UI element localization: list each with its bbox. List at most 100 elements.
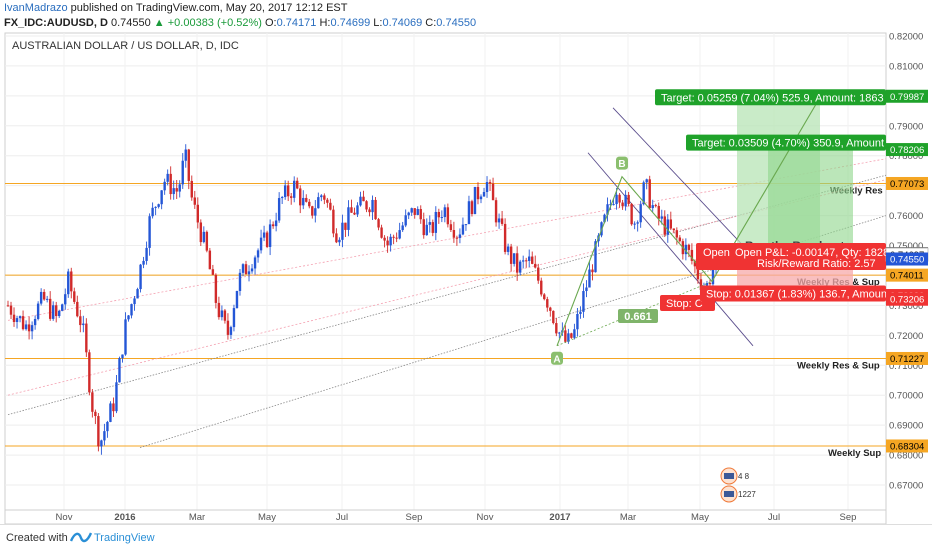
candle-body [64,294,67,305]
candle-body [711,268,715,285]
candle-body [271,224,275,227]
candle-body [91,392,94,412]
candle-body [449,224,453,231]
x-tick-label: 2016 [114,512,135,523]
candle-body [317,197,320,209]
price-badge-bg [886,439,928,453]
candle-body [208,250,212,270]
candle-body [178,184,181,192]
candle-body [118,358,121,383]
candle-body [500,218,504,224]
candle-body [175,188,178,192]
candle-body [45,298,49,300]
x-tick-label: Nov [477,512,494,523]
y-tick-label: 0.70000 [889,391,923,402]
candle-body [582,291,585,312]
candle-body [329,202,332,210]
price-badge-bg [886,252,928,266]
candle-body [455,237,459,239]
candle-body [407,212,410,216]
candle-body [21,316,25,330]
candle-body [678,237,682,242]
point-b-label: B [618,159,625,170]
y-tick-label: 0.69000 [889,421,923,432]
candle-body [672,228,676,231]
price-axis[interactable]: 0.820000.810000.800000.790000.780000.770… [885,32,929,492]
candle-body [211,269,215,275]
published-text: published on TradingView.com, May 20, 20… [70,2,348,14]
candle-body [79,316,82,326]
candle-body [24,324,28,330]
channel-line-2 [612,107,761,264]
candle-body [199,222,203,243]
candle-body [6,305,10,307]
candle-body [555,323,558,334]
time-axis[interactable]: Nov 2016 Mar May Jul Sep Nov 2017 Mar May Jul Sep [5,509,886,523]
position-zones [737,96,853,300]
candle-body [633,223,636,225]
level-label: Weekly Res [830,185,883,196]
candle-body [660,216,663,219]
candle-body [546,299,549,308]
candle-body [112,403,115,412]
last-price: 0.74550 [110,17,151,29]
x-tick-label: Sep [406,512,423,523]
candle-body [308,201,311,207]
candle-body [51,305,55,319]
candle-body [515,253,519,273]
candle-body [15,318,19,322]
calendar-event-1-flag-icon [724,473,734,479]
x-tick-label: 2017 [549,512,570,523]
point-a-label-bg [551,351,563,365]
candle-body [253,257,257,269]
candle-body [473,186,477,215]
candle-body [374,199,377,220]
candle-body [124,319,127,355]
price-badge: 0.74011 [890,271,924,282]
candle-body [693,260,697,267]
y-tick-label: 0.78000 [889,151,923,162]
candle-body [103,431,106,441]
candle-body [172,188,175,195]
candle-body [512,253,516,264]
y-tick-label: 0.82000 [889,32,923,43]
candle-body [338,239,341,243]
candle-body [39,291,43,304]
candle-body [576,313,579,330]
candle-body [274,220,278,227]
candle-body [630,203,633,225]
tradingview-brand-link[interactable]: TradingView [94,532,155,544]
candle-body [603,214,606,223]
harmonic-pattern [556,97,821,347]
open-pnl-label: Open P&L: -0.00147, Qty: 1828 [735,247,889,259]
candle-body [127,315,130,320]
candle-body [552,310,555,324]
candle-body [534,263,537,268]
candle-body [591,269,594,273]
candle-body [675,230,679,238]
candle-body [241,264,245,273]
candle-body [166,173,169,182]
x-tick-label: Jul [336,512,348,523]
candle-body [437,211,441,218]
author-link[interactable]: IvanMadrazo [4,2,68,14]
candle-body [323,195,326,200]
candle-body [341,222,344,240]
candle-body [88,352,91,393]
candle-body [543,294,546,300]
candle-body [654,205,657,207]
y-tick-label: 0.68000 [889,451,923,462]
candle-body [470,201,474,215]
stop-label: Stop: 0.01367 (1.83%) 136.7, Amount [706,289,890,301]
candle-body [311,206,314,216]
candle-body [669,219,673,229]
trend-line-pink-2 [7,158,887,321]
y-tick-label: 0.72000 [889,331,923,342]
candle-body [416,209,419,215]
candle-body [663,216,666,235]
price-badge-bg [886,143,928,157]
candle-body [585,287,588,292]
candle-body [347,207,350,230]
candle-body [521,260,525,262]
